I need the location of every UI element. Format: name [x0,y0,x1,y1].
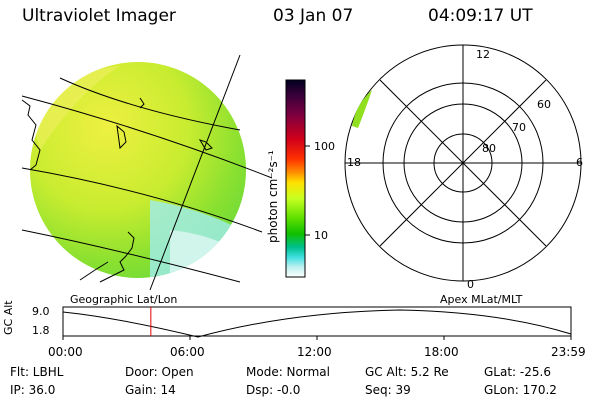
door-label: Door: Open [125,365,194,379]
polar-caption: Apex MLat/MLT [440,293,523,306]
imager-title: Ultraviolet Imager [22,6,176,26]
orbit-xtick-1: 06:00 [170,345,205,359]
polar-plot [344,44,582,282]
mlt-label-0: 0 [467,278,474,291]
image-time: 04:09:17 UT [428,6,533,26]
colorbar-label-10: 10 [314,229,328,242]
mlat-label-80: 80 [482,142,496,155]
gc-alt-label: GC Alt: 5.2 Re [365,365,449,379]
gain-label: Gain: 14 [125,383,176,397]
geographic-grid [21,54,273,291]
colorbar [285,79,306,278]
mlat-label-60: 60 [537,98,551,111]
image-date: 03 Jan 07 [273,6,354,26]
colorbar-title: photon cm⁻²s⁻¹ [266,150,280,243]
orbit-ytick-bottom: 1.8 [32,324,50,337]
colorbar-label-100: 100 [314,140,335,153]
orbit-ylabel: GC Alt [2,300,15,335]
mlt-label-18: 18 [347,156,361,169]
orbit-xtick-4: 23:59 [551,345,586,359]
mode-label: Mode: Normal [246,365,330,379]
filter-label: Flt: LBHL [10,365,64,379]
seq-label: Seq: 39 [365,383,411,397]
map-caption: Geographic Lat/Lon [70,293,178,306]
orbit-xtick-2: 12:00 [297,345,332,359]
coastlines [21,97,213,283]
dsp-label: Dsp: -0.0 [246,383,301,397]
polar-aurora-patch [352,90,372,128]
mlat-label-70: 70 [512,121,526,134]
glon-label: GLon: 170.2 [484,383,557,397]
orbit-xtick-3: 18:00 [424,345,459,359]
mlt-label-6: 6 [576,156,583,169]
orbit-xtick-0: 00:00 [48,345,83,359]
orbit-plot [62,306,572,340]
glat-label: GLat: -25.6 [484,365,551,379]
mlt-label-12: 12 [476,48,490,61]
ip-label: IP: 36.0 [10,383,56,397]
orbit-ytick-top: 9.0 [32,305,50,318]
